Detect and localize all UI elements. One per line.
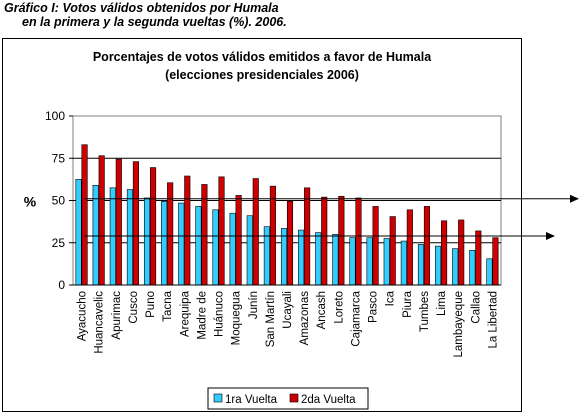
bar-segunda-vuelta (132, 161, 139, 286)
legend-swatch (213, 393, 223, 403)
bar-primera-vuelta (212, 209, 219, 286)
bar-primera-vuelta (92, 184, 99, 286)
bar-segunda-vuelta (441, 220, 448, 286)
bar-primera-vuelta (366, 237, 373, 286)
x-tick-label: Ica (385, 290, 397, 306)
bar-segunda-vuelta (458, 219, 465, 286)
x-tick-label: Ayacucho (77, 291, 89, 341)
x-tick-label: Ucayali (282, 291, 294, 329)
chart-subtitle: (elecciones presidenciales 2006) (165, 68, 359, 82)
bar-segunda-vuelta (492, 237, 499, 286)
x-tick-label: San Martín (265, 291, 277, 347)
bar-primera-vuelta (400, 240, 407, 286)
bar-primera-vuelta (195, 206, 202, 286)
y-tick-label: 100 (45, 109, 65, 123)
y-tick-label: 25 (52, 236, 66, 250)
bar-primera-vuelta (349, 237, 356, 286)
x-tick-label: Puno (145, 291, 157, 318)
bar-primera-vuelta (178, 202, 185, 286)
bar-primera-vuelta (298, 229, 305, 286)
bar-segunda-vuelta (115, 158, 122, 286)
x-tick-label: Moquegua (231, 290, 243, 345)
bar-segunda-vuelta (423, 206, 431, 286)
bar-primera-vuelta (435, 245, 442, 286)
bar-primera-vuelta (280, 228, 288, 286)
x-tick-label: Apurimac (111, 291, 123, 340)
x-tick-label: Callao (470, 291, 482, 324)
y-tick-label: 0 (58, 278, 65, 292)
figure-caption: Gráfico I: Votos válidos obtenidos por H… (4, 1, 287, 29)
x-tick-label: Lambayeque (453, 291, 465, 358)
bar-primera-vuelta (161, 201, 168, 286)
bar-primera-vuelta (126, 189, 133, 286)
bar-segunda-vuelta (149, 167, 157, 286)
bar-primera-vuelta (229, 212, 236, 286)
bar-segunda-vuelta (218, 176, 225, 286)
bar-segunda-vuelta (355, 197, 362, 286)
bar-primera-vuelta (246, 215, 253, 286)
bar-primera-vuelta (417, 244, 425, 286)
bar-primera-vuelta (143, 197, 151, 286)
x-tick-label: Huánuco (214, 291, 226, 337)
bar-primera-vuelta (75, 179, 82, 286)
x-tick-label: Arequipa (179, 290, 191, 337)
bar-primera-vuelta (315, 232, 322, 286)
bar-primera-vuelta (486, 258, 493, 286)
legend-label: 1ra Vuelta (225, 394, 278, 406)
x-tick-label: Cajamarca (350, 290, 362, 346)
bar-segunda-vuelta (98, 155, 105, 286)
caption-line-1: Gráfico I: Votos válidos obtenidos por H… (4, 1, 279, 15)
y-axis-label: % (24, 194, 37, 210)
caption-line-2: en la primera y la segunda vueltas (%). … (22, 15, 287, 29)
x-tick-label: Tacna (162, 290, 174, 321)
x-tick-label: Ancash (316, 291, 328, 329)
legend-label: 2da Vuelta (301, 394, 356, 406)
bar-segunda-vuelta (167, 182, 174, 286)
bar-segunda-vuelta (406, 209, 413, 286)
bar-primera-vuelta (452, 248, 459, 286)
bar-segunda-vuelta (389, 216, 396, 286)
bar-segunda-vuelta (475, 230, 482, 286)
bar-primera-vuelta (383, 238, 390, 286)
legend-swatch (289, 393, 299, 403)
bar-segunda-vuelta (235, 195, 242, 286)
x-tick-label: Loreto (333, 291, 345, 324)
bar-segunda-vuelta (252, 178, 259, 286)
x-tick-label: Tumbes (419, 291, 431, 332)
bar-segunda-vuelta (201, 184, 208, 286)
y-tick-label: 75 (52, 151, 66, 165)
bar-segunda-vuelta (184, 175, 191, 286)
bar-segunda-vuelta (321, 196, 328, 286)
x-tick-label: Huancavelic (94, 291, 106, 354)
x-tick-label: Pasco (368, 291, 380, 323)
legend-box (207, 387, 369, 410)
x-tick-label: La Libertad (487, 291, 499, 349)
y-tick-label: 50 (52, 194, 66, 208)
chart-title: Porcentajes de votos válidos emitidos a … (92, 50, 432, 64)
bar-primera-vuelta (263, 226, 270, 286)
x-tick-label: Junín (248, 291, 260, 319)
x-tick-label: Madre de (196, 291, 208, 340)
x-tick-label: Lima (436, 290, 448, 316)
x-tick-label: Piura (402, 290, 414, 317)
bar-primera-vuelta (469, 250, 476, 286)
x-tick-label: Amazonas (299, 291, 311, 346)
bar-segunda-vuelta (372, 206, 379, 286)
bar-segunda-vuelta (286, 201, 294, 286)
bar-segunda-vuelta (338, 195, 345, 286)
x-tick-label: Cusco (128, 291, 140, 324)
bar-segunda-vuelta (81, 144, 88, 286)
bar-primera-vuelta (332, 234, 339, 286)
